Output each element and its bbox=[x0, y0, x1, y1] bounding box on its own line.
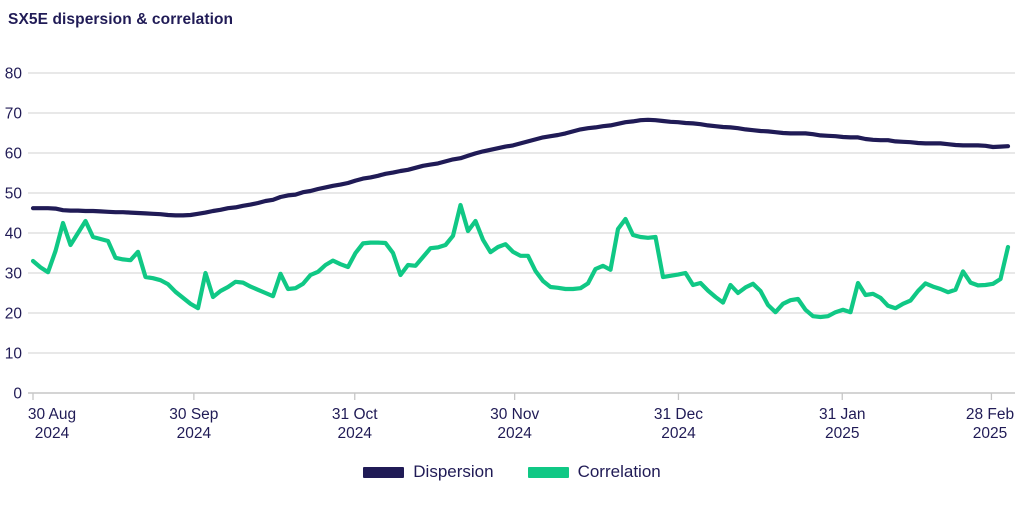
x-tick-label: 30 Nov bbox=[490, 406, 539, 423]
y-tick-label: 40 bbox=[5, 226, 23, 243]
y-tick-label: 20 bbox=[5, 306, 23, 323]
x-tick-label: 30 Sep bbox=[169, 406, 218, 423]
x-tick-label-year: 2025 bbox=[825, 425, 859, 442]
x-tick-label-year: 2025 bbox=[973, 425, 1007, 442]
y-tick-label: 70 bbox=[5, 106, 23, 123]
x-tick-label-year: 2024 bbox=[177, 425, 212, 442]
y-tick-label: 0 bbox=[13, 386, 22, 403]
y-tick-label: 50 bbox=[5, 186, 23, 203]
x-tick-label: 28 Feb bbox=[966, 406, 1014, 423]
dispersion-line bbox=[30, 117, 1011, 218]
x-tick-label: 30 Aug bbox=[28, 406, 76, 423]
y-tick-label: 10 bbox=[5, 346, 23, 363]
chart-title: SX5E dispersion & correlation bbox=[8, 11, 234, 28]
y-tick-label: 60 bbox=[5, 146, 23, 163]
dispersion-legend-label: Dispersion bbox=[413, 462, 494, 481]
legend-item-correlation: Correlation bbox=[527, 462, 661, 482]
chart-legend: Dispersion Correlation bbox=[0, 462, 1024, 482]
correlation-legend-label: Correlation bbox=[577, 462, 661, 481]
x-tick-label-year: 2024 bbox=[661, 425, 696, 442]
x-tick-label: 31 Jan bbox=[819, 406, 866, 423]
correlation-line bbox=[30, 202, 1011, 320]
x-tick-label: 31 Dec bbox=[654, 406, 703, 423]
x-tick-label-year: 2024 bbox=[35, 425, 70, 442]
y-tick-label: 80 bbox=[5, 66, 23, 83]
x-tick-label-year: 2024 bbox=[497, 425, 532, 442]
x-tick-label: 31 Oct bbox=[332, 406, 378, 423]
line-chart: 0 10 20 30 40 50 60 70 80 30 Aug 2024 30 Sep 2024 31 … bbox=[5, 66, 1015, 442]
correlation-swatch bbox=[527, 466, 569, 478]
legend-item-dispersion: Dispersion bbox=[363, 462, 494, 482]
x-tick-label-year: 2024 bbox=[338, 425, 373, 442]
y-tick-label: 30 bbox=[5, 266, 23, 283]
dispersion-swatch bbox=[363, 466, 405, 478]
